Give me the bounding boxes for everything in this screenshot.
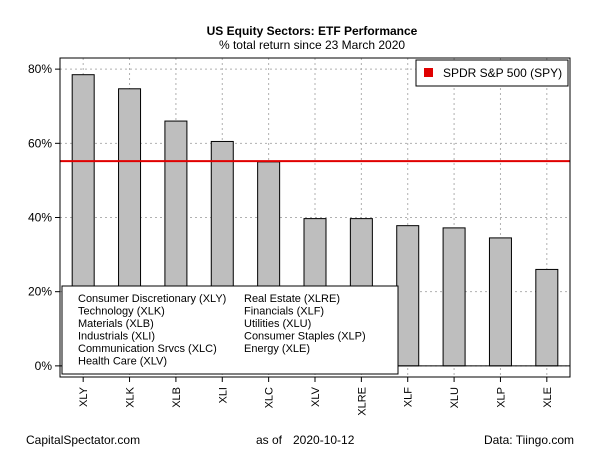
footer-source-site: CapitalSpectator.com	[26, 433, 140, 447]
x-tick-label-xlk: XLK	[125, 386, 137, 407]
sector-legend-left-column: Consumer Discretionary (XLY)Technology (…	[78, 293, 226, 368]
y-tick-label-4: 80%	[28, 62, 52, 76]
x-tick-label-xli: XLI	[217, 387, 229, 404]
x-tick-label-xlc: XLC	[264, 387, 276, 408]
x-tick-label-xle: XLE	[542, 387, 554, 408]
reference-legend-box	[415, 59, 569, 87]
sector-legend: Consumer Discretionary (XLY)Technology (…	[61, 285, 399, 375]
y-tick-label-3: 60%	[28, 136, 52, 150]
x-tick-label-xlv: XLV	[310, 386, 322, 407]
footer-as-of-date: 2020-10-12	[293, 433, 355, 447]
bar-xle	[535, 268, 559, 367]
sector-legend-box	[61, 285, 399, 375]
reference-legend-swatch	[424, 68, 433, 77]
sector-legend-entry-left-3: Industrials (XLI)	[78, 331, 155, 343]
sector-legend-entry-right-2: Utilities (XLU)	[244, 318, 311, 330]
sector-legend-entry-left-1: Technology (XLK)	[78, 306, 165, 318]
sector-legend-right-column: Real Estate (XLRE)Financials (XLF)Utilit…	[244, 293, 366, 355]
reference-legend-label: SPDR S&P 500 (SPY)	[443, 66, 562, 80]
x-tick-label-xlf: XLF	[403, 387, 415, 407]
x-tick-label-xlb: XLB	[171, 387, 183, 408]
footer-as-of-label: as of	[256, 433, 283, 447]
y-tick-label-0: 0%	[35, 359, 53, 373]
x-tick-label-xlu: XLU	[449, 387, 461, 408]
y-tick-label-1: 20%	[28, 285, 52, 299]
x-axis-ticks: XLY XLK XLB XLI XLC XLV XLRE XLF XLU XLP XLE	[78, 377, 554, 416]
x-tick-label-xly: XLY	[78, 386, 90, 407]
sector-legend-entry-right-3: Consumer Staples (XLP)	[244, 331, 366, 343]
x-tick-label-xlre: XLRE	[356, 387, 368, 416]
y-axis-ticks: 0% 20% 40% 60% 80%	[28, 62, 60, 373]
reference-legend: SPDR S&P 500 (SPY)	[415, 59, 569, 87]
footer-data-source: Data: Tiingo.com	[484, 433, 574, 447]
sector-legend-entry-right-4: Energy (XLE)	[244, 343, 310, 355]
sector-legend-entry-left-4: Communication Srvcs (XLC)	[78, 343, 217, 355]
y-tick-label-2: 40%	[28, 211, 52, 225]
sector-legend-entry-right-0: Real Estate (XLRE)	[244, 293, 340, 305]
bar-xlp	[488, 237, 512, 367]
bar-xlf	[396, 225, 420, 367]
sector-legend-entry-right-1: Financials (XLF)	[244, 306, 324, 318]
chart-subtitle: % total return since 23 March 2020	[219, 38, 405, 52]
chart-title: US Equity Sectors: ETF Performance	[207, 24, 418, 38]
x-tick-label-xlp: XLP	[495, 387, 507, 408]
sector-legend-entry-left-0: Consumer Discretionary (XLY)	[78, 293, 226, 305]
sector-legend-entry-left-2: Materials (XLB)	[78, 318, 154, 330]
bar-xlu	[442, 227, 466, 367]
sector-legend-entry-left-5: Health Care (XLV)	[78, 356, 167, 368]
